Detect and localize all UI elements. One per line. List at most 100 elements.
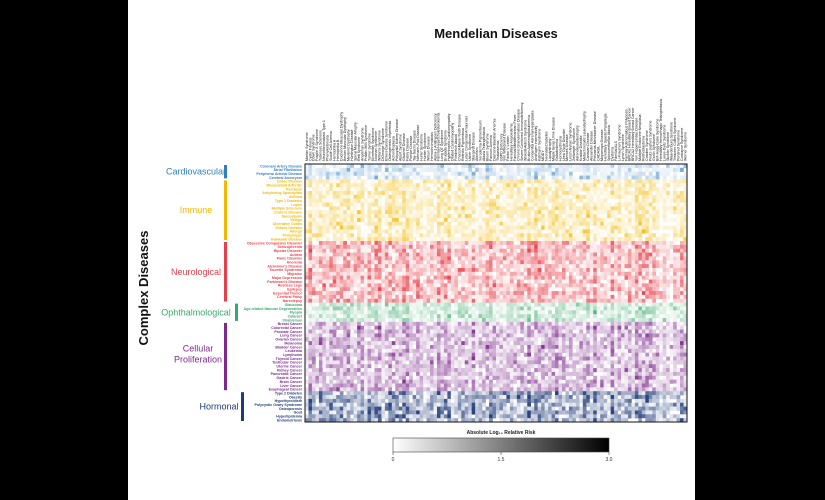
heatmap-cell <box>311 244 316 250</box>
heatmap-cell <box>374 291 379 296</box>
heatmap-cell <box>346 202 351 207</box>
heatmap-cell <box>565 302 570 307</box>
heatmap-cell <box>374 190 379 196</box>
heatmap-cell <box>516 291 521 296</box>
heatmap-cell <box>575 321 580 327</box>
heatmap-cell <box>447 302 452 307</box>
heatmap-cell <box>405 229 410 234</box>
heatmap-cell <box>537 264 542 269</box>
row-label: Restless Legs <box>278 284 302 288</box>
heatmap-cell <box>405 314 410 319</box>
heatmap-cell <box>329 294 334 300</box>
heatmap-cell <box>377 318 382 323</box>
heatmap-cell <box>475 306 479 311</box>
heatmap-cell <box>492 225 497 230</box>
heatmap-cell <box>627 341 632 346</box>
heatmap-cell <box>666 283 670 288</box>
heatmap-cell <box>405 271 410 276</box>
heatmap-cell <box>318 321 323 327</box>
heatmap-cell <box>596 256 601 261</box>
heatmap-cell <box>409 333 413 338</box>
heatmap-cell <box>377 244 382 250</box>
heatmap-cell <box>325 244 330 250</box>
heatmap-cell <box>433 264 438 269</box>
heatmap-cell <box>454 225 459 230</box>
heatmap-cell <box>485 279 490 284</box>
row-label: Pancreatic Cancer <box>271 372 303 376</box>
heatmap-cell <box>548 171 552 176</box>
heatmap-cell <box>478 229 483 234</box>
heatmap-cell <box>610 187 615 192</box>
heatmap-cell <box>662 271 667 276</box>
column-label: Li-Fraumeni Syndrome <box>617 124 621 161</box>
heatmap-cell <box>520 325 525 330</box>
heatmap-cell <box>572 279 577 284</box>
heatmap-cell <box>357 294 361 300</box>
heatmap-cell <box>436 275 441 280</box>
heatmap-cell <box>607 237 611 242</box>
heatmap-cell <box>603 244 608 250</box>
heatmap-cell <box>582 344 587 350</box>
heatmap-cell <box>336 283 341 288</box>
heatmap-cell <box>558 194 563 199</box>
heatmap-cell <box>523 164 528 169</box>
heatmap-cell <box>318 194 323 199</box>
heatmap-cell <box>673 198 677 203</box>
heatmap-cell <box>409 167 413 172</box>
heatmap-cell <box>450 248 455 253</box>
heatmap-cell <box>322 194 327 199</box>
heatmap-cell <box>589 283 594 288</box>
heatmap-cell <box>544 210 549 215</box>
heatmap-cell <box>318 275 323 280</box>
heatmap-cell <box>680 194 684 199</box>
heatmap-cell <box>579 341 584 346</box>
heatmap-cell <box>426 287 431 292</box>
heatmap-cell <box>586 225 591 230</box>
heatmap-cell <box>388 283 393 288</box>
heatmap-cell <box>364 314 368 319</box>
heatmap-cell <box>346 187 351 192</box>
heatmap-cell <box>398 233 403 238</box>
heatmap-cell <box>489 314 493 319</box>
heatmap-cell <box>388 190 393 196</box>
heatmap-cell <box>360 325 365 330</box>
heatmap-cell <box>350 291 354 296</box>
heatmap-cell <box>308 260 313 265</box>
heatmap-cell <box>506 264 511 269</box>
heatmap-cell <box>666 183 670 188</box>
column-label: Hunter Syndrome <box>423 133 427 161</box>
heatmap-cell <box>496 314 500 319</box>
heatmap-cell <box>308 179 313 184</box>
heatmap-cell <box>447 287 452 292</box>
heatmap-cell <box>582 291 587 296</box>
heatmap-cell <box>589 287 594 292</box>
heatmap-cell <box>464 237 469 242</box>
heatmap-cell <box>346 310 351 315</box>
heatmap-cell <box>329 275 334 280</box>
heatmap-cell <box>391 194 396 199</box>
heatmap-cell <box>513 233 518 238</box>
heatmap-cell <box>388 214 393 219</box>
column-label: Phenylketonuria <box>326 135 330 161</box>
heatmap-cell <box>558 167 563 172</box>
heatmap-cell <box>655 202 660 207</box>
heatmap-cell <box>384 283 389 288</box>
heatmap-cell <box>492 210 497 215</box>
heatmap-cell <box>544 341 549 346</box>
heatmap-cell <box>377 325 382 330</box>
heatmap-cell <box>586 164 591 169</box>
heatmap-cell <box>443 337 448 342</box>
heatmap-cell <box>478 283 483 288</box>
heatmap-cell <box>461 202 466 207</box>
heatmap-cell <box>325 225 330 230</box>
heatmap-cell <box>659 302 663 307</box>
heatmap-cell <box>471 252 476 257</box>
heatmap-cell <box>593 179 598 184</box>
heatmap-cell <box>555 179 559 184</box>
heatmap-cell <box>478 237 483 242</box>
heatmap-cell <box>666 329 670 334</box>
heatmap-cell <box>388 348 393 353</box>
heatmap-cell <box>666 287 670 292</box>
heatmap-cell <box>662 210 667 215</box>
heatmap-cell <box>364 333 368 338</box>
